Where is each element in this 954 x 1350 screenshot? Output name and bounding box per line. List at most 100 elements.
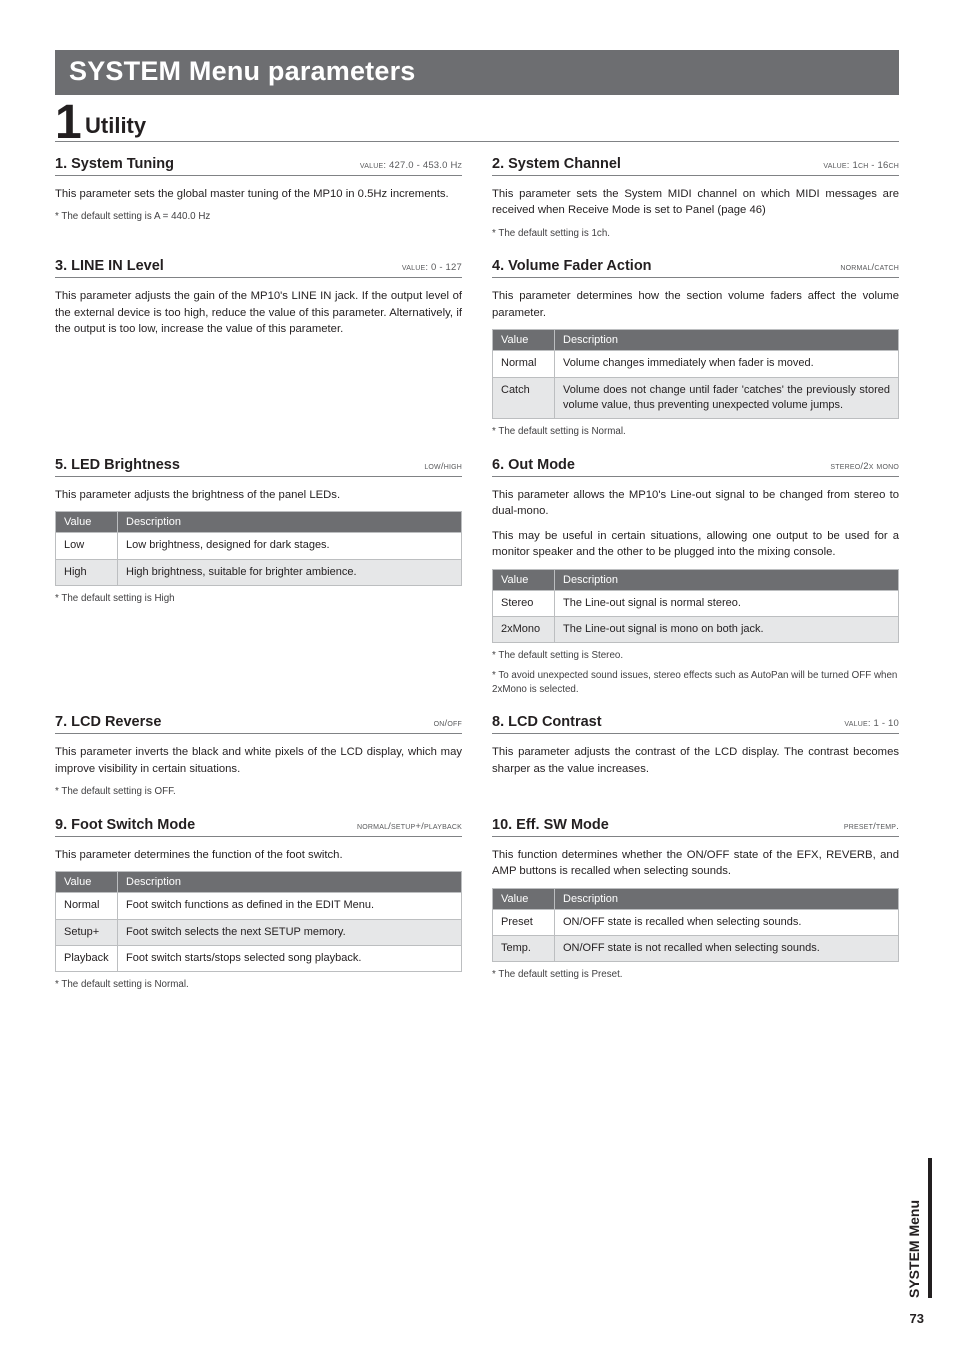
section-note: * The default setting is High [55, 592, 462, 606]
section-note: * The default setting is Normal. [492, 425, 899, 439]
table-cell: ON/OFF state is recalled when selecting … [555, 909, 899, 935]
table-cell: 2xMono [493, 616, 555, 642]
section-body: This parameter sets the System MIDI chan… [492, 186, 899, 219]
table-cell: Volume does not change until fader 'catc… [555, 377, 899, 419]
section-foot-switch-mode: 9. Foot Switch Mode normal/setup+/playba… [55, 817, 462, 992]
section-note: * The default setting is 1ch. [492, 227, 899, 241]
section-title: 7. LCD Reverse [55, 714, 161, 730]
table-foot-switch: Value Description Normal Foot switch fun… [55, 871, 462, 972]
table-row: 2xMono The Line-out signal is mono on bo… [493, 616, 899, 642]
section-title: 3. LINE IN Level [55, 258, 164, 274]
table-cell: Foot switch functions as defined in the … [118, 893, 462, 919]
section-note: * The default setting is Normal. [55, 978, 462, 992]
section-title: 2. System Channel [492, 156, 621, 172]
section-title: 5. LED Brightness [55, 457, 180, 473]
table-row: Stereo The Line-out signal is normal ste… [493, 590, 899, 616]
table-cell: Temp. [493, 936, 555, 962]
table-eff-sw: Value Description Preset ON/OFF state is… [492, 888, 899, 963]
section-body: This parameter adjusts the brightness of… [55, 487, 462, 503]
table-cell: The Line-out signal is mono on both jack… [555, 616, 899, 642]
table-cell: Preset [493, 909, 555, 935]
chapter-number: 1 [55, 99, 82, 147]
chapter-title: 1 Utility [55, 113, 899, 142]
section-title: 10. Eff. SW Mode [492, 817, 609, 833]
table-volume-fader: Value Description Normal Volume changes … [492, 329, 899, 419]
section-body: This may be useful in certain situations… [492, 528, 899, 561]
section-value-range: value: 0 - 127 [402, 262, 462, 273]
section-body: This parameter adjusts the contrast of t… [492, 744, 899, 777]
table-cell: Stereo [493, 590, 555, 616]
section-body: This parameter inverts the black and whi… [55, 744, 462, 777]
section-body: This parameter determines how the sectio… [492, 288, 899, 321]
table-cell: Foot switch selects the next SETUP memor… [118, 919, 462, 945]
section-body: This parameter determines the function o… [55, 847, 462, 863]
table-header: Description [555, 330, 899, 351]
table-row: Normal Foot switch functions as defined … [56, 893, 462, 919]
table-cell: High [56, 559, 118, 585]
table-cell: The Line-out signal is normal stereo. [555, 590, 899, 616]
page-number: 73 [910, 1311, 924, 1326]
section-value-range: value: 1ch - 16ch [823, 160, 899, 171]
section-out-mode: 6. Out Mode stereo/2x mono This paramete… [492, 457, 899, 696]
table-row: Catch Volume does not change until fader… [493, 377, 899, 419]
table-row: Normal Volume changes immediately when f… [493, 351, 899, 377]
page-banner: SYSTEM Menu parameters [55, 50, 899, 95]
table-header: Value [56, 512, 118, 533]
section-title: 9. Foot Switch Mode [55, 817, 195, 833]
table-cell: Normal [56, 893, 118, 919]
table-cell: Volume changes immediately when fader is… [555, 351, 899, 377]
section-led-brightness: 5. LED Brightness low/high This paramete… [55, 457, 462, 606]
section-lcd-reverse: 7. LCD Reverse on/off This parameter inv… [55, 714, 462, 798]
table-header: Value [493, 888, 555, 909]
section-note: * The default setting is A = 440.0 Hz [55, 210, 462, 224]
section-value-range: value: 427.0 - 453.0 Hz [360, 160, 462, 171]
table-header: Description [118, 512, 462, 533]
section-eff-sw-mode: 10. Eff. SW Mode preset/temp. This funct… [492, 817, 899, 982]
section-title: 6. Out Mode [492, 457, 575, 473]
section-value-range: value: 1 - 10 [844, 718, 899, 729]
table-header: Value [493, 330, 555, 351]
section-body: This function determines whether the ON/… [492, 847, 899, 880]
section-line-in-level: 3. LINE IN Level value: 0 - 127 This par… [55, 258, 462, 337]
table-header: Description [555, 888, 899, 909]
table-row: Temp. ON/OFF state is not recalled when … [493, 936, 899, 962]
table-cell: Low [56, 533, 118, 559]
section-volume-fader-action: 4. Volume Fader Action normal/catch This… [492, 258, 899, 439]
table-row: Playback Foot switch starts/stops select… [56, 946, 462, 972]
section-value-range: normal/setup+/playback [357, 821, 462, 832]
section-value-range: stereo/2x mono [830, 461, 899, 472]
table-row: Low Low brightness, designed for dark st… [56, 533, 462, 559]
section-value-range: low/high [424, 461, 462, 472]
section-system-tuning: 1. System Tuning value: 427.0 - 453.0 Hz… [55, 156, 462, 224]
table-cell: Setup+ [56, 919, 118, 945]
table-cell: Foot switch starts/stops selected song p… [118, 946, 462, 972]
section-note: * The default setting is Stereo. [492, 649, 899, 663]
table-out-mode: Value Description Stereo The Line-out si… [492, 569, 899, 644]
section-value-range: preset/temp. [844, 821, 899, 832]
table-cell: Catch [493, 377, 555, 419]
section-value-range: normal/catch [840, 262, 899, 273]
section-body: This parameter sets the global master tu… [55, 186, 462, 202]
section-note: * The default setting is Preset. [492, 968, 899, 982]
section-note: * The default setting is OFF. [55, 785, 462, 799]
section-system-channel: 2. System Channel value: 1ch - 16ch This… [492, 156, 899, 240]
table-cell: High brightness, suitable for brighter a… [118, 559, 462, 585]
section-value-range: on/off [434, 718, 462, 729]
table-led-brightness: Value Description Low Low brightness, de… [55, 511, 462, 586]
table-cell: Low brightness, designed for dark stages… [118, 533, 462, 559]
table-cell: Playback [56, 946, 118, 972]
chapter-label: Utility [85, 113, 146, 138]
table-row: Setup+ Foot switch selects the next SETU… [56, 919, 462, 945]
table-header: Value [56, 872, 118, 893]
section-note: * To avoid unexpected sound issues, ster… [492, 669, 899, 696]
section-title: 4. Volume Fader Action [492, 258, 652, 274]
table-row: Preset ON/OFF state is recalled when sel… [493, 909, 899, 935]
section-lcd-contrast: 8. LCD Contrast value: 1 - 10 This param… [492, 714, 899, 777]
section-title: 1. System Tuning [55, 156, 174, 172]
side-tab: SYSTEM Menu [906, 1158, 932, 1298]
section-body: This parameter adjusts the gain of the M… [55, 288, 462, 337]
section-title: 8. LCD Contrast [492, 714, 602, 730]
table-row: High High brightness, suitable for brigh… [56, 559, 462, 585]
table-header: Description [118, 872, 462, 893]
table-header: Description [555, 569, 899, 590]
